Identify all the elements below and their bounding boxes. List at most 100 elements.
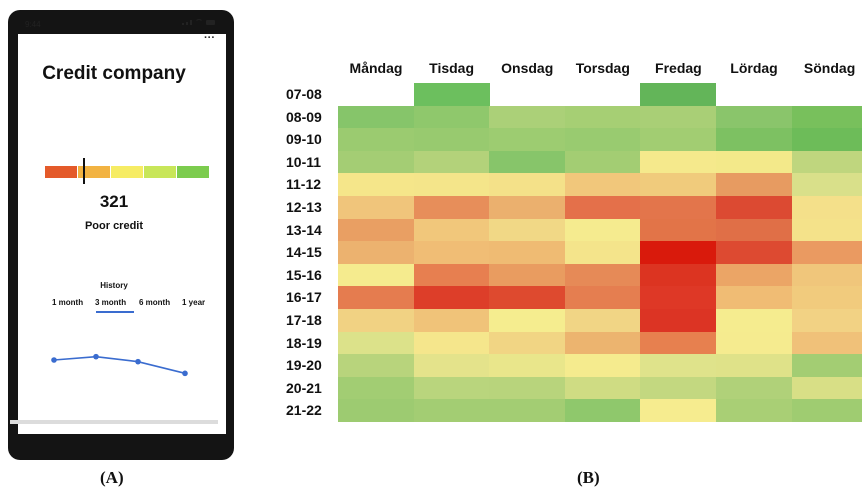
history-point [182, 370, 188, 377]
heatmap-cell [413, 376, 490, 400]
battery-icon [206, 20, 215, 25]
history-point [93, 353, 99, 360]
heatmap-cell [338, 331, 415, 355]
phone-frame [8, 10, 234, 460]
hour-label: 14-15 [286, 244, 322, 261]
heatmap-cell [640, 241, 717, 265]
history-title: History [100, 281, 128, 290]
heatmap-cell [791, 150, 862, 174]
heatmap-cell [564, 354, 641, 378]
heatmap-cell [640, 376, 717, 400]
heatmap-cell [489, 376, 566, 400]
hour-label: 15-16 [286, 266, 322, 283]
heatmap-cell [791, 263, 862, 287]
heatmap-cell [489, 331, 566, 355]
hour-label: 13-14 [286, 221, 322, 238]
wifi-icon [195, 19, 203, 25]
tab-1-year[interactable]: 1 year [182, 298, 206, 307]
heatmap-cell [338, 105, 415, 129]
heatmap-cell [716, 196, 793, 220]
heatmap-cell [640, 150, 717, 174]
heatmap-cell [338, 309, 415, 333]
heatmap-cell [564, 331, 641, 355]
hour-label: 09-10 [286, 131, 322, 148]
status-time: 9:44 [25, 20, 41, 29]
heatmap-cell [716, 128, 793, 152]
heatmap-cell [791, 309, 862, 333]
heatmap-cell [564, 196, 641, 220]
hour-label: 10-11 [286, 153, 322, 170]
day-label: Onsdag [501, 60, 554, 76]
heatmap-cell [489, 150, 566, 174]
score-segment [45, 166, 77, 178]
heatmap-cell [564, 218, 641, 242]
heatmap-cell [564, 309, 641, 333]
heatmap-cell [791, 128, 862, 152]
active-tab-underline [96, 311, 134, 313]
heatmap-cell [640, 263, 717, 287]
heatmap-cell [413, 354, 490, 378]
heatmap-cell [791, 376, 862, 400]
caption-a: (A) [100, 468, 124, 487]
heatmap-cell [640, 105, 717, 129]
heatmap-cell [489, 241, 566, 265]
heatmap-cell [413, 128, 490, 152]
heatmap-cell [791, 399, 862, 423]
heatmap-cell [413, 263, 490, 287]
tab-3-month[interactable]: 3 month [95, 298, 127, 307]
tab-1-month[interactable]: 1 month [52, 298, 84, 307]
heatmap-cell [791, 354, 862, 378]
heatmap-cell [791, 105, 862, 129]
day-label: Fredag [655, 60, 702, 76]
heatmap-cell [564, 286, 641, 310]
heatmap-cell [338, 196, 415, 220]
heatmap-cell [640, 196, 717, 220]
heatmap-cell [716, 354, 793, 378]
hour-label: 21-22 [286, 402, 322, 419]
heatmap-cell [564, 128, 641, 152]
heatmap-cell [791, 241, 862, 265]
heatmap-cell [413, 286, 490, 310]
heatmap-cell [640, 354, 717, 378]
heatmap-cell [640, 83, 717, 107]
phone-screen [18, 34, 226, 434]
score-segment [177, 166, 209, 178]
heatmap-cell [338, 263, 415, 287]
day-label: Tisdag [429, 60, 475, 76]
credit-score-label: Poor credit [84, 220, 144, 232]
day-label: Måndag [349, 60, 403, 76]
hour-label: 08-09 [286, 108, 322, 125]
status-icons [182, 19, 215, 25]
heatmap-cell [338, 173, 415, 197]
heatmap-cell [489, 286, 566, 310]
heatmap-cell [338, 286, 415, 310]
heatmap-cell [338, 218, 415, 242]
heatmap-cell [564, 173, 641, 197]
day-label: Torsdag [575, 60, 630, 76]
heatmap-cell [489, 309, 566, 333]
heatmap-cell [716, 263, 793, 287]
signal-icon-bar [190, 20, 192, 25]
score-segment [111, 166, 143, 178]
signal-icon-bar [186, 22, 188, 25]
heatmap-cell [489, 399, 566, 423]
caption-b: (B) [577, 468, 600, 487]
heatmap-cell [413, 105, 490, 129]
more-horizontal-icon[interactable]: ··· [204, 32, 215, 44]
history-point [135, 358, 141, 365]
heatmap-cell [791, 196, 862, 220]
heatmap-cell [640, 173, 717, 197]
tab-6-month[interactable]: 6 month [139, 298, 171, 307]
heatmap-cell [489, 354, 566, 378]
heatmap-cell [640, 331, 717, 355]
heatmap-cell [413, 241, 490, 265]
heatmap-cell [564, 105, 641, 129]
heatmap-cell [338, 399, 415, 423]
heatmap-cell [716, 399, 793, 423]
heatmap-cell [338, 150, 415, 174]
heatmap-cell [640, 309, 717, 333]
heatmap-cell [716, 376, 793, 400]
heatmap-cell [716, 309, 793, 333]
heatmap-cell [413, 218, 490, 242]
heatmap-cell [489, 196, 566, 220]
